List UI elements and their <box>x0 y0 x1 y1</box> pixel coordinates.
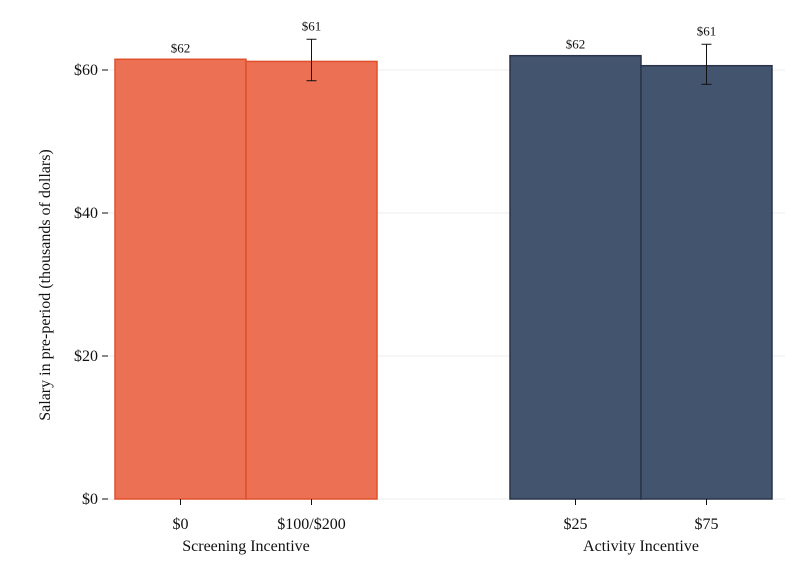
data-label: $61 <box>302 18 322 33</box>
bar <box>245 60 378 500</box>
y-tick-label: $40 <box>74 205 98 222</box>
y-tick-label: $0 <box>82 491 98 508</box>
x-tick-label: $25 <box>564 516 588 533</box>
bars <box>114 38 773 500</box>
axes: $0 $20 $40 $60 $0 $100/$200 Screening Incentiv… <box>74 62 719 555</box>
data-label: $62 <box>566 37 586 52</box>
group-label: Activity Incentive <box>583 538 699 555</box>
bar <box>114 58 247 500</box>
data-label: $62 <box>171 40 191 55</box>
x-tick-label: $75 <box>695 516 719 533</box>
y-tick-label: $60 <box>74 62 98 79</box>
group-label: Screening Incentive <box>182 538 310 555</box>
x-tick-label: $100/$200 <box>277 516 345 533</box>
x-tick-label: $0 <box>173 516 189 533</box>
labels: $62 $61 $62 $61 <box>171 18 717 55</box>
y-axis-label: Salary in pre-period (thousands of dolla… <box>37 149 54 420</box>
data-label: $61 <box>697 23 717 38</box>
bar <box>640 64 773 500</box>
y-tick-label: $20 <box>74 348 98 365</box>
bar <box>509 54 642 500</box>
